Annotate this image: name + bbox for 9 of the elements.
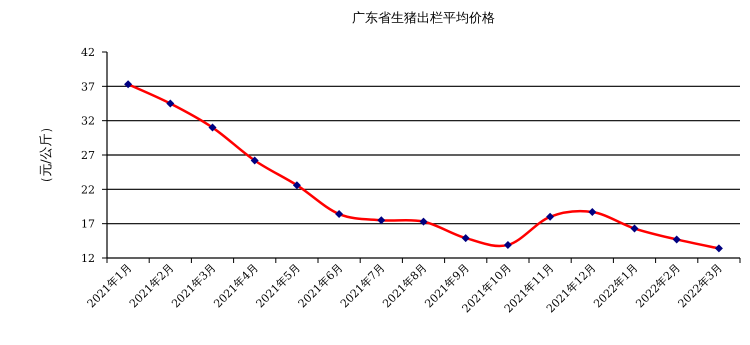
chart-title: 广东省生猪出栏平均价格 [352, 11, 495, 26]
y-tick-label: 12 [81, 252, 95, 265]
y-tick-label: 37 [81, 80, 95, 94]
y-tick-label: 27 [81, 149, 95, 162]
y-tick-label: 22 [81, 183, 95, 196]
y-tick-label: 17 [81, 218, 95, 231]
y-axis-title: （元/公斤） [39, 120, 54, 190]
y-tick-label: 32 [81, 114, 95, 128]
y-tick-label: 42 [81, 46, 95, 59]
